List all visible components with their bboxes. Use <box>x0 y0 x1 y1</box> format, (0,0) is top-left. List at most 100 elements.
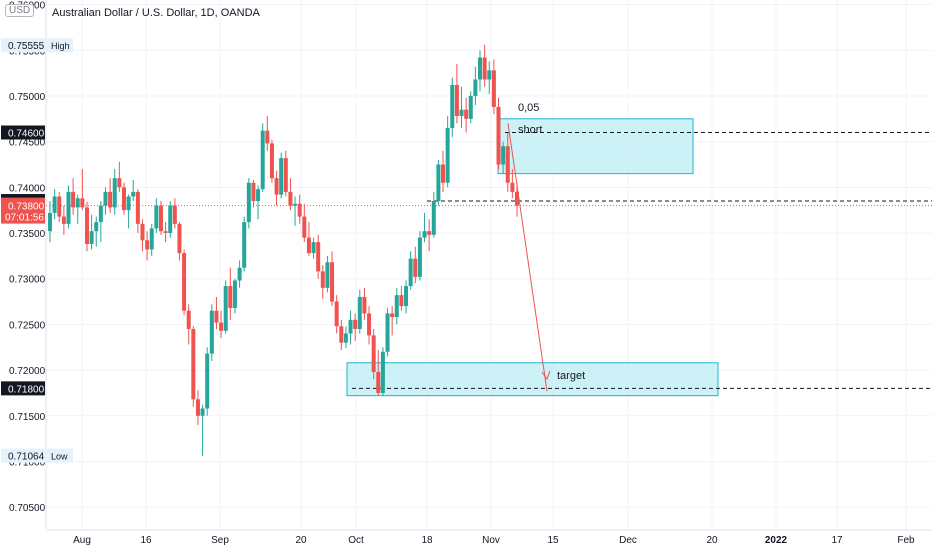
zones <box>346 118 719 397</box>
target-zone-box[interactable] <box>346 362 719 397</box>
time-axis[interactable]: Aug 16 Sep 20 Oct 18 Nov 15 Dec 20 2022 17 Feb <box>73 535 915 546</box>
candle-body <box>283 158 288 192</box>
level-price-tag <box>1 381 45 396</box>
candle-body <box>48 212 52 232</box>
candle-body <box>288 191 293 206</box>
candle-body <box>228 286 233 308</box>
x-tick-label: 20 <box>706 535 718 546</box>
y-tick-label: 0.75000 <box>9 92 46 103</box>
candle-body <box>436 164 441 202</box>
candle-body <box>320 271 325 288</box>
candle-body <box>427 231 432 235</box>
candle-body <box>131 191 136 197</box>
candle-body <box>145 240 150 250</box>
candle-body <box>385 313 390 352</box>
x-tick-label: Feb <box>897 535 915 546</box>
y-tick-label: 0.70500 <box>9 503 46 514</box>
candle-body <box>394 295 399 318</box>
candle-body <box>52 196 57 213</box>
symbol-title[interactable]: Australian Dollar / U.S. Dollar, 1D, OAN… <box>52 7 260 19</box>
candle-body <box>191 328 196 400</box>
candle-body <box>269 143 274 179</box>
candle-body <box>140 223 145 241</box>
arrow-head <box>541 370 551 381</box>
candle-body <box>478 57 483 80</box>
candle-body <box>353 319 358 329</box>
candle-body <box>209 310 214 354</box>
candle-body <box>121 187 126 211</box>
candle-body <box>371 335 376 372</box>
candle-body <box>71 191 76 208</box>
candle-body <box>177 223 182 254</box>
candle-body <box>445 127 450 183</box>
candle-body <box>367 313 372 336</box>
currency-badge[interactable]: USD <box>5 4 35 17</box>
candle-body <box>482 57 487 80</box>
candle-body <box>464 109 469 119</box>
y-tick-label: 0.74500 <box>9 138 46 149</box>
candle-body <box>431 201 436 235</box>
candle-body <box>459 109 464 117</box>
candle-body <box>390 313 395 318</box>
short-zone-box[interactable] <box>497 118 694 175</box>
candle-body <box>135 191 140 224</box>
candle-body <box>339 326 344 343</box>
candle-body <box>487 70 492 80</box>
candle-body <box>186 310 191 329</box>
horizontal-lines <box>46 132 932 389</box>
candle-body <box>75 198 80 208</box>
candle-body <box>112 178 117 208</box>
candle-body <box>362 296 367 314</box>
candle-body <box>149 228 154 250</box>
x-tick-label: 16 <box>140 535 152 546</box>
candle-body <box>491 70 496 107</box>
target-label[interactable]: target <box>557 370 585 382</box>
candle-body <box>98 205 103 223</box>
extreme-tag-label: Low <box>51 452 68 462</box>
projection-arrow[interactable] <box>507 123 548 392</box>
candle-body <box>450 84 455 128</box>
x-tick-label: 15 <box>547 535 559 546</box>
candle-body <box>214 310 219 323</box>
candle-body <box>515 191 519 206</box>
extreme-price-tag <box>1 38 45 53</box>
candle-body <box>404 286 409 307</box>
candle-body <box>219 322 224 331</box>
price-labels: 0.75555High0.746000.738500.7380007:01:56… <box>1 38 73 463</box>
offset-label[interactable]: 0,05 <box>518 102 539 114</box>
level-price-tag <box>1 125 45 140</box>
candle-body <box>311 242 316 254</box>
candle-body <box>454 84 459 117</box>
candle-body <box>380 351 385 393</box>
extreme-tag-box <box>47 38 73 53</box>
candle-body <box>473 79 478 96</box>
candle-body <box>205 353 210 409</box>
extreme-tag-box <box>47 448 73 463</box>
y-tick-label: 0.73000 <box>9 275 46 286</box>
candle-body <box>399 295 404 307</box>
x-tick-label: Aug <box>73 535 91 546</box>
candle-body <box>422 231 427 238</box>
candle-body <box>334 301 339 327</box>
candle-body <box>103 191 108 206</box>
x-tick-label: Dec <box>619 535 637 546</box>
candle-body <box>501 146 506 165</box>
candle-body <box>306 237 311 254</box>
y-tick-label: 0.71000 <box>9 457 46 468</box>
short-label[interactable]: short <box>518 124 542 136</box>
candle-body <box>357 296 362 329</box>
candle-body <box>223 286 228 331</box>
annotations: 0,05 short target <box>507 102 585 392</box>
candle-body <box>154 205 159 229</box>
candle-body <box>260 130 265 190</box>
candle-body <box>417 237 422 277</box>
candle-body <box>256 189 261 202</box>
candle-body <box>376 371 381 393</box>
candle-body <box>61 216 66 224</box>
y-tick-label: 0.71500 <box>9 412 46 423</box>
candle-body <box>126 196 131 211</box>
candle-body <box>505 146 510 183</box>
x-tick-label: 2022 <box>765 535 788 546</box>
candle-body <box>195 399 200 416</box>
